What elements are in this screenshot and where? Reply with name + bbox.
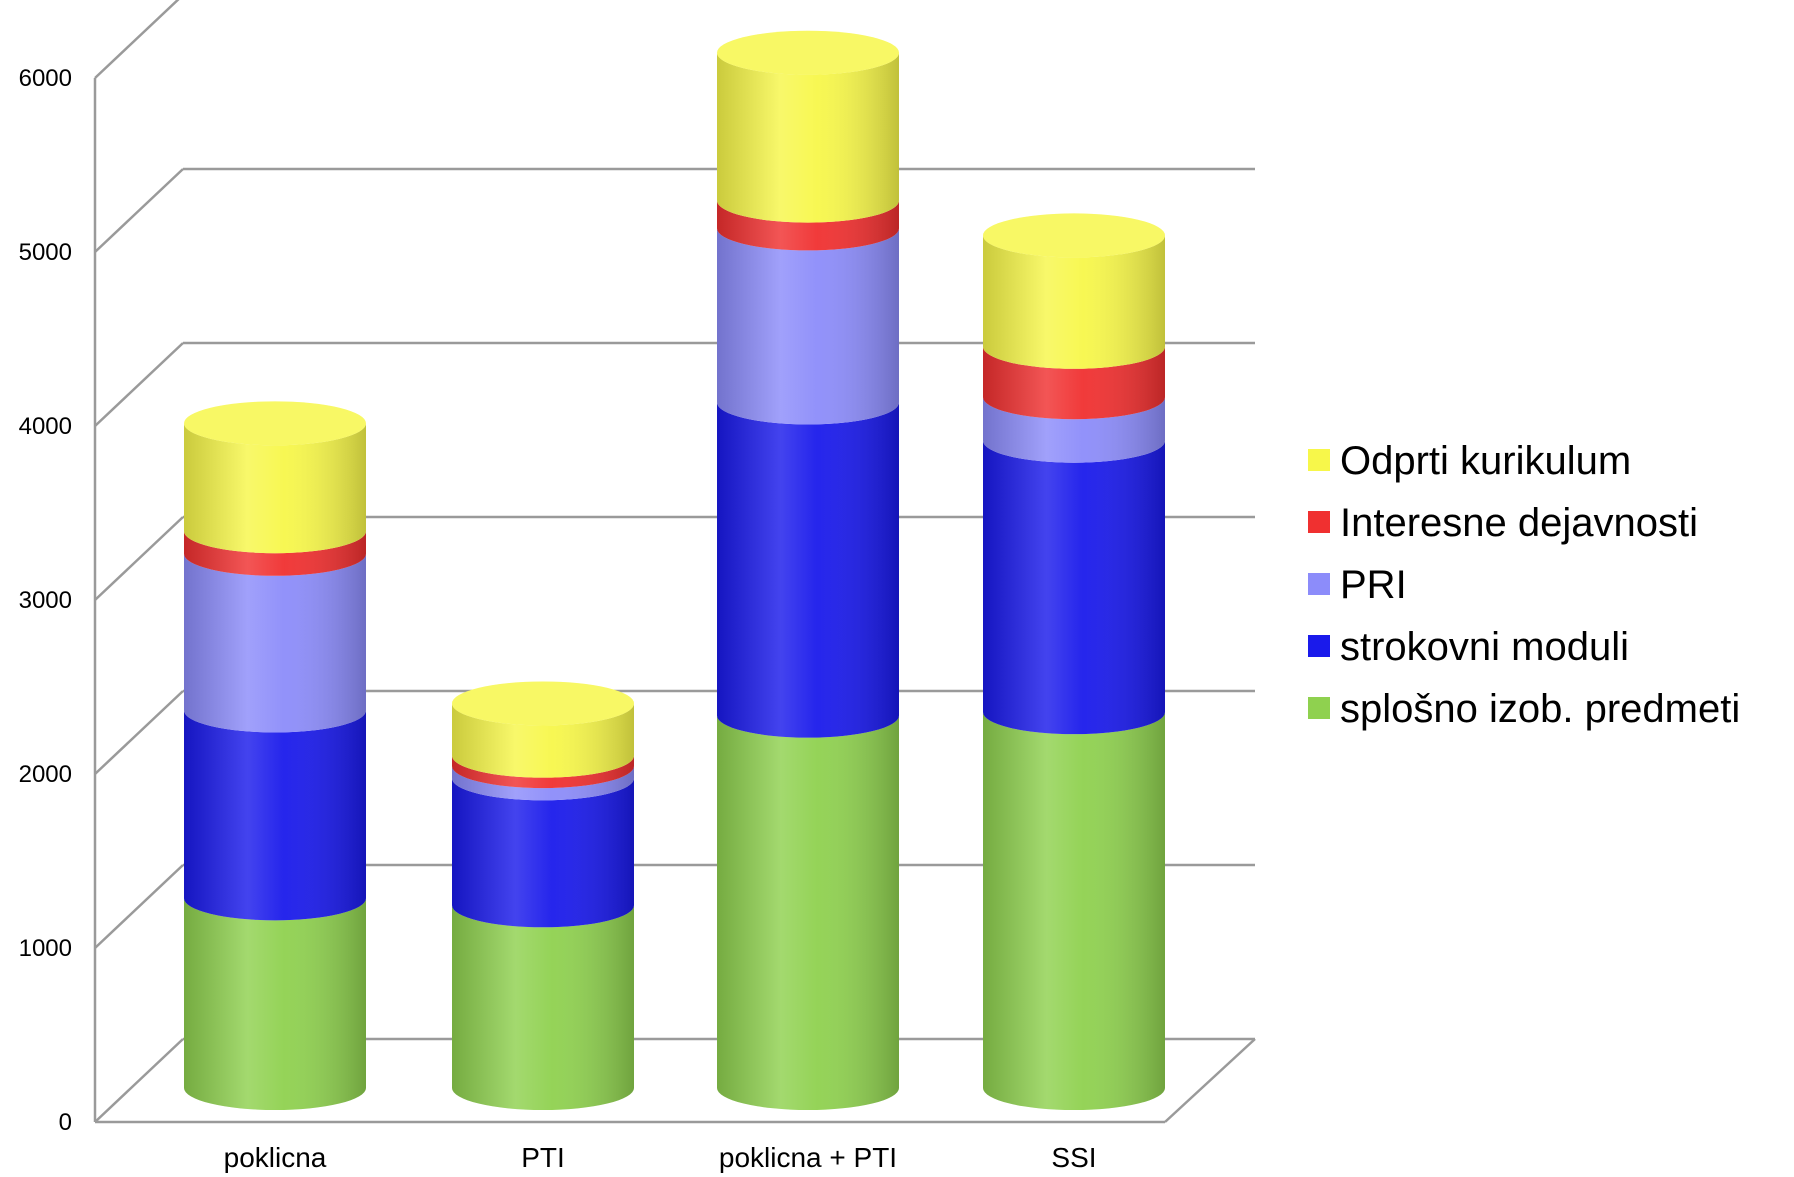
cylinder-top-highlight — [983, 213, 1165, 258]
bar-segment-shade — [184, 553, 366, 733]
bar-segment-shade — [717, 402, 899, 738]
cylinder-1 — [452, 681, 634, 1110]
grid-diagonal — [94, 342, 184, 427]
legend-item: Interesne dejavnosti — [1308, 501, 1698, 545]
y-tick-label: 0 — [59, 1109, 72, 1136]
legend-swatch — [1308, 511, 1330, 533]
cylinder-top-highlight — [184, 401, 366, 446]
legend-item: PRI — [1308, 563, 1407, 607]
bar-segment-shade — [452, 703, 634, 778]
grid-diagonal — [94, 1038, 184, 1123]
cylinder-3 — [983, 213, 1165, 1110]
cylinder-top — [452, 681, 634, 726]
y-tick-label: 4000 — [19, 413, 72, 440]
bar-segment-shade — [452, 778, 634, 928]
legend-label: Odprti kurikulum — [1340, 439, 1631, 483]
bar-segment-shade — [983, 235, 1165, 369]
bar-segment-shade — [983, 712, 1165, 1110]
cylinder-2 — [717, 30, 899, 1110]
legend-label: splošno izob. predmeti — [1340, 687, 1740, 731]
cylinder-0 — [184, 401, 366, 1110]
y-tick-label: 5000 — [19, 239, 72, 266]
bars — [184, 30, 1165, 1110]
y-axis-ticks: 0 1000 2000 3000 4000 5000 6000 — [19, 65, 72, 1136]
y-tick-label: 6000 — [19, 65, 72, 92]
legend-label: Interesne dejavnosti — [1340, 501, 1698, 545]
y-tick-label: 1000 — [19, 935, 72, 962]
bar-segment-shade — [983, 397, 1165, 463]
grid-diagonal — [94, 0, 180, 79]
legend-item: Odprti kurikulum — [1308, 439, 1631, 483]
x-tick-label: poklicna — [224, 1142, 327, 1173]
grid-diagonal — [94, 168, 184, 253]
bar-segment-shade — [184, 531, 366, 576]
bar-segment-shade — [717, 715, 899, 1110]
legend-label: strokovni moduli — [1340, 625, 1629, 669]
bar-segment-shade — [452, 905, 634, 1110]
x-tick-label: SSI — [1051, 1142, 1096, 1173]
x-tick-label: poklicna + PTI — [719, 1142, 897, 1173]
cylinder-top — [717, 30, 899, 75]
bar-segment-shade — [452, 766, 634, 801]
bar-segment-shade — [184, 710, 366, 921]
y-tick-label: 2000 — [19, 761, 72, 788]
legend-swatch — [1308, 449, 1330, 471]
grid-diagonal — [94, 690, 184, 775]
cylinder-top — [184, 401, 366, 446]
grid-diagonal — [94, 864, 184, 949]
legend-item: strokovni moduli — [1308, 625, 1629, 669]
legend-swatch — [1308, 697, 1330, 719]
bar-segment-shade — [717, 200, 899, 251]
x-axis-labels: poklicna PTI poklicna + PTI SSI — [224, 1142, 1097, 1173]
bar-segment-shade — [184, 423, 366, 554]
cylinder-top-highlight — [452, 681, 634, 726]
legend-item: splošno izob. predmeti — [1308, 687, 1740, 731]
y-tick-label: 3000 — [19, 587, 72, 614]
cylinder-top-highlight — [717, 30, 899, 75]
legend-swatch — [1308, 573, 1330, 595]
legend-swatch — [1308, 635, 1330, 657]
floor-right-edge — [1164, 1038, 1256, 1123]
legend: Odprti kurikulum Interesne dejavnosti PRI s… — [1308, 439, 1740, 731]
bar-segment-shade — [452, 755, 634, 789]
legend-label: PRI — [1340, 563, 1407, 607]
grid-diagonal — [94, 516, 184, 601]
bar-segment-shade — [184, 898, 366, 1110]
cylinder-top — [983, 213, 1165, 258]
x-tick-label: PTI — [521, 1142, 565, 1173]
bar-segment-shade — [717, 52, 899, 223]
bar-segment-shade — [717, 228, 899, 425]
bar-segment-shade — [983, 346, 1165, 420]
bar-segment-shade — [983, 440, 1165, 735]
